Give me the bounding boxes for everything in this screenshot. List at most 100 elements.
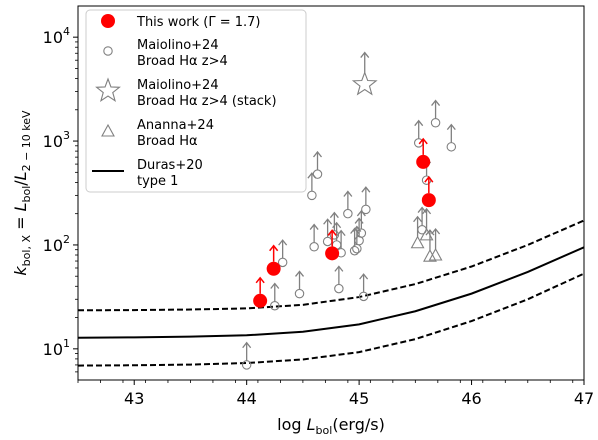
point-maiolino-15 xyxy=(354,217,364,246)
point-maiolino-16-marker xyxy=(356,228,367,238)
point-maiolino-11-arrow-head xyxy=(336,229,346,237)
y-axis-ticks: 101 102 103 104 xyxy=(43,25,78,373)
x-tick-label: 43 xyxy=(124,389,144,408)
point-ananna-2-marker xyxy=(423,249,437,262)
point-maiolino-4-marker xyxy=(307,190,317,201)
curve-duras_lower xyxy=(78,272,584,367)
point-maiolino-0-arrow-head xyxy=(242,341,252,349)
point-maiolino-23 xyxy=(446,123,457,152)
point-maiolino_stack-0-arrow-head xyxy=(360,51,370,58)
point-ananna-0 xyxy=(410,215,425,249)
point-maiolino-6-marker xyxy=(312,169,323,179)
plot-frame xyxy=(77,5,585,381)
point-maiolino-0 xyxy=(241,341,252,370)
curve-duras_median xyxy=(78,246,584,339)
point-maiolino-18-arrow-head xyxy=(361,186,371,193)
legend-label: type 1 xyxy=(137,174,178,189)
legend-label: Broad Hα xyxy=(137,134,198,149)
point-this_work-4 xyxy=(421,175,436,208)
x-axis-label: log Lbol(erg/s) xyxy=(277,415,385,437)
point-maiolino-8-marker xyxy=(329,230,340,240)
point-maiolino-1 xyxy=(270,282,280,311)
point-this_work-0-marker xyxy=(253,293,268,308)
x-axis-ticks: 43 44 45 46 47 xyxy=(77,380,594,408)
point-maiolino-5-arrow-head xyxy=(309,223,319,230)
point-maiolino-3-marker xyxy=(294,288,305,299)
y-axis-label: kbol, X = Lbol/L2 − 10 keV xyxy=(11,110,33,276)
point-maiolino-18-marker xyxy=(361,204,371,215)
point-maiolino-19-arrow-head xyxy=(414,119,424,127)
point-this_work-0-arrow-head xyxy=(255,276,265,284)
point-ananna-3-arrow-head xyxy=(431,227,441,235)
point-maiolino-1-arrow-head xyxy=(270,282,280,289)
point-maiolino-3 xyxy=(294,270,305,299)
duras-curves xyxy=(78,219,584,367)
x-tick-label: 45 xyxy=(349,389,369,408)
point-maiolino-2-arrow-head xyxy=(278,239,288,246)
point-maiolino-22 xyxy=(430,99,441,128)
point-this_work-2-marker xyxy=(325,246,340,261)
point-maiolino-1-marker xyxy=(270,300,280,311)
x-tick-label: 46 xyxy=(461,389,481,408)
point-maiolino-2 xyxy=(277,239,288,268)
point-maiolino-12-marker xyxy=(343,208,353,219)
point-maiolino-3-arrow-head xyxy=(295,270,305,277)
y-tick-label: 102 xyxy=(43,233,70,255)
point-maiolino-23-arrow-head xyxy=(446,123,456,131)
point-ananna-1-arrow-head xyxy=(422,207,432,215)
point-maiolino-17 xyxy=(358,273,369,302)
point-maiolino-6-arrow-head xyxy=(312,150,323,158)
point-maiolino-5 xyxy=(309,223,319,252)
point-maiolino-7-marker xyxy=(322,236,333,247)
point-maiolino-22-arrow-head xyxy=(431,99,441,106)
x-tick-label: 44 xyxy=(236,389,256,408)
point-maiolino-23-marker xyxy=(446,142,457,152)
legend-label: Maiolino+24 xyxy=(137,78,219,93)
point-this_work-0 xyxy=(253,276,268,308)
point-maiolino-7 xyxy=(322,218,333,247)
legend-marker-ananna xyxy=(101,123,115,137)
point-this_work-1-marker xyxy=(266,261,281,276)
point-this_work-3-marker xyxy=(416,154,431,169)
point-ananna-0-arrow-head xyxy=(413,215,423,223)
point-maiolino-4-arrow-head xyxy=(307,172,317,179)
point-maiolino-18 xyxy=(361,186,371,215)
curve-duras_upper xyxy=(78,219,584,312)
point-maiolino-4 xyxy=(307,172,317,201)
point-this_work-2 xyxy=(325,229,340,261)
legend-marker-maiolino xyxy=(103,46,113,56)
y-tick-label: 101 xyxy=(43,337,70,359)
point-this_work-2-arrow-head xyxy=(327,229,337,236)
legend-marker-maiolino_stack xyxy=(95,77,121,102)
legend-item-this_work: This work (Γ = 1.7) xyxy=(101,14,261,30)
x-tick-label: 47 xyxy=(574,389,594,408)
legend-box xyxy=(85,9,307,193)
legend-label: Duras+20 xyxy=(137,158,203,173)
legend-label: Broad Hα z>4 xyxy=(137,54,228,69)
point-maiolino_stack-0 xyxy=(351,51,378,96)
point-maiolino-16-arrow-head xyxy=(356,209,366,217)
point-this_work-4-marker xyxy=(421,193,436,208)
point-maiolino-8 xyxy=(329,211,340,240)
point-maiolino-14-marker xyxy=(352,243,362,254)
point-maiolino-13-marker xyxy=(349,245,360,256)
legend-marker-this_work xyxy=(101,14,115,28)
point-maiolino_stack-0-marker xyxy=(351,70,378,96)
legend-label: Maiolino+24 xyxy=(137,38,219,53)
point-maiolino-16 xyxy=(356,209,367,238)
point-maiolino-5-marker xyxy=(309,242,319,252)
point-this_work-1 xyxy=(266,244,281,276)
point-ananna-2 xyxy=(423,229,437,262)
point-maiolino-0-marker xyxy=(241,360,252,370)
point-maiolino-7-arrow-head xyxy=(323,218,333,225)
y-tick-label: 104 xyxy=(43,25,70,47)
legend-label: This work (Γ = 1.7) xyxy=(136,15,261,30)
point-maiolino-9-arrow-head xyxy=(332,221,342,229)
point-maiolino-2-marker xyxy=(277,257,288,268)
data-markers xyxy=(241,51,457,370)
point-maiolino-9 xyxy=(331,221,342,250)
legend-label: Broad Hα z>4 (stack) xyxy=(137,94,277,109)
